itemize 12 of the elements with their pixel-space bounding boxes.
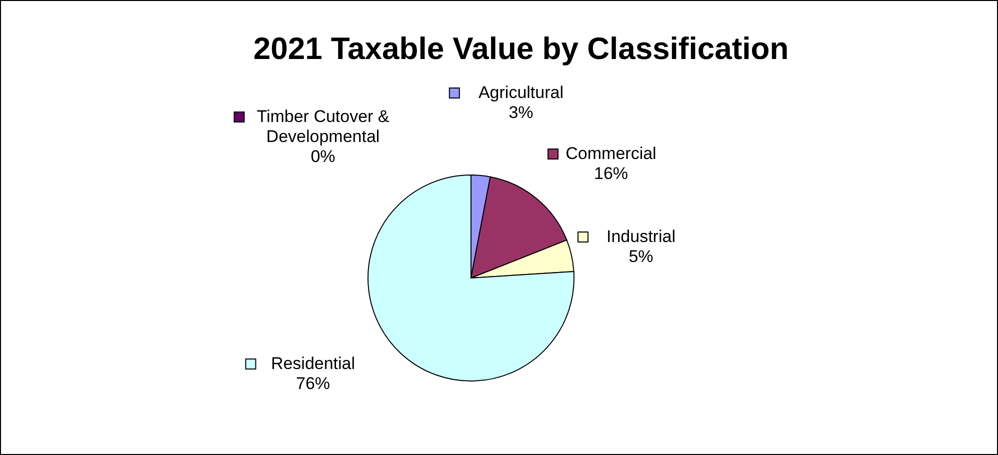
data-label: 3%: [508, 103, 534, 122]
legend-label: Commercial: [566, 144, 656, 163]
data-label: 76%: [296, 374, 330, 393]
legend-label: Agricultural: [478, 83, 564, 102]
data-label: 5%: [628, 247, 654, 266]
text: 0%: [310, 147, 336, 166]
legend-label: Industrial: [606, 227, 676, 246]
legend-label: Timber Cutover & Developmental: [256, 107, 390, 146]
pie-slice: [368, 174, 574, 382]
legend-label: Residential: [270, 354, 356, 373]
chart-title: 2021 Taxable Value by Classification: [252, 31, 790, 67]
data-label: 16%: [594, 164, 628, 183]
